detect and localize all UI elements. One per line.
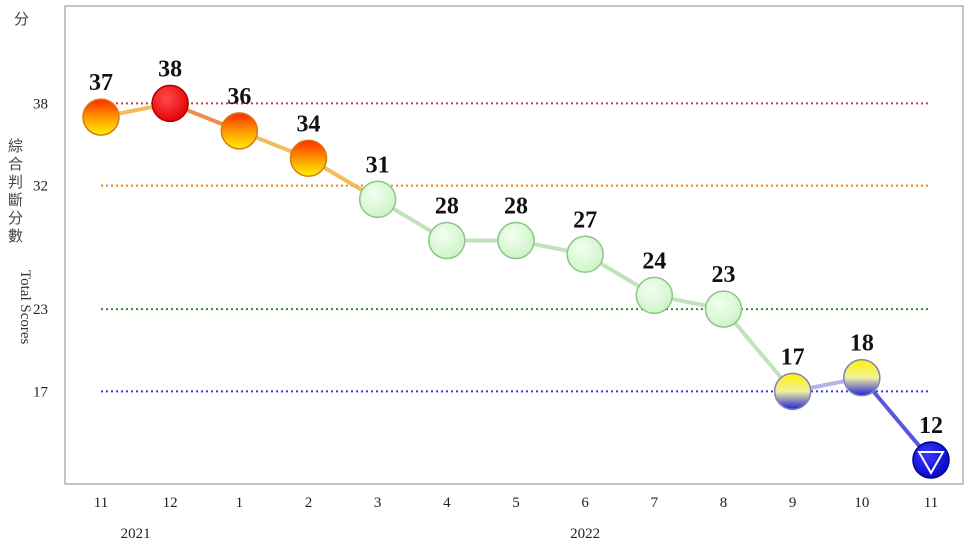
data-label: 17: [781, 344, 805, 370]
data-label: 27: [573, 207, 597, 233]
x-tick-label: 10: [854, 495, 869, 511]
data-labels: 37 38 36 34 31 28 28 27 24 23 17 18 12: [89, 56, 943, 439]
series-line: [99, 101, 933, 462]
data-label: 23: [712, 262, 736, 288]
down-triangle-icon: [917, 450, 945, 475]
data-point: [289, 139, 328, 178]
x-tick-label: 9: [789, 495, 797, 511]
data-label: 34: [297, 111, 321, 137]
x-tick-label: 11: [924, 495, 938, 511]
data-label: 38: [158, 56, 182, 82]
y-tick-label-32: 32: [33, 179, 48, 195]
data-label: 24: [642, 248, 666, 274]
data-label: 12: [919, 413, 943, 439]
x-tick-label: 6: [581, 495, 589, 511]
x-tick-label: 5: [512, 495, 520, 511]
data-point: [843, 358, 881, 397]
year-label-2021: 2021: [121, 526, 151, 542]
data-point: [497, 221, 535, 260]
x-ticks: 11 12 1 2 3 4 5 6 7 8 9 10 11: [94, 495, 938, 511]
y-axis-label-cjk: 綜合判斷分數: [6, 138, 24, 246]
plot-frame: [64, 5, 964, 485]
x-tick-label: 1: [236, 495, 244, 511]
data-label: 37: [89, 70, 113, 96]
unit-label: 分: [14, 10, 29, 28]
data-point: [151, 84, 189, 123]
x-tick-label: 7: [651, 495, 659, 511]
data-point: [773, 372, 812, 411]
data-label: 31: [366, 152, 390, 178]
x-tick-label: 11: [94, 495, 108, 511]
data-point: [220, 112, 259, 150]
x-tick-label: 12: [163, 495, 178, 511]
year-label-2022: 2022: [570, 526, 600, 542]
data-label: 36: [227, 84, 251, 110]
x-tick-label: 8: [720, 495, 728, 511]
y-axis-label-en: Total Scores: [17, 270, 33, 345]
data-point: [428, 221, 466, 260]
data-label: 28: [504, 194, 528, 220]
data-label: 28: [435, 194, 459, 220]
data-point: [566, 235, 604, 274]
data-label: 18: [850, 331, 874, 357]
data-point: [82, 98, 120, 136]
data-point: [358, 180, 397, 219]
y-ticks: 17 23 32 38: [33, 96, 49, 400]
data-point: [635, 276, 674, 315]
data-point: [704, 290, 743, 328]
y-tick-label-23: 23: [33, 302, 48, 318]
year-labels: 2021 2022: [121, 526, 601, 542]
y-tick-label-38: 38: [33, 96, 48, 112]
x-tick-label: 3: [374, 495, 382, 511]
x-tick-label: 2: [305, 495, 313, 511]
x-tick-label: 4: [443, 495, 451, 511]
data-points: [82, 84, 950, 479]
y-tick-label-17: 17: [33, 384, 49, 400]
